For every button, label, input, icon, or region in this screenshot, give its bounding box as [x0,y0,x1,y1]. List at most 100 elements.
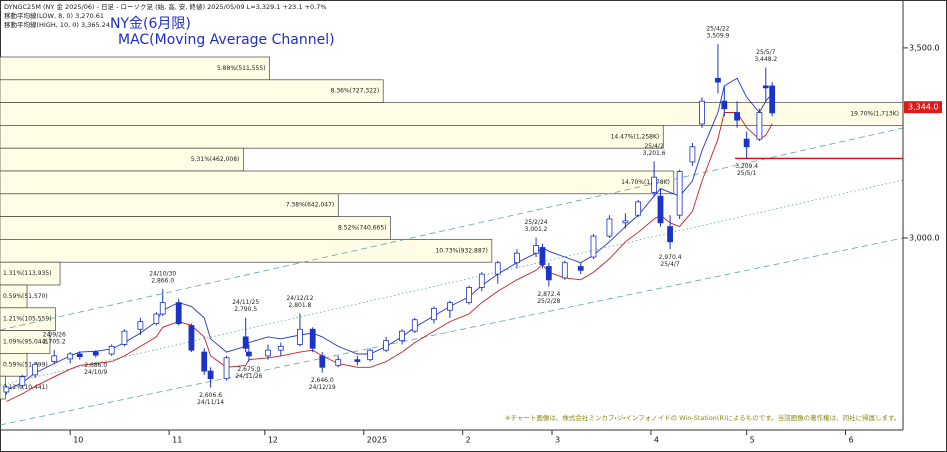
moving-average [6,77,773,391]
candle-body [335,359,342,366]
annotation-value: 3,209.4 [735,163,758,170]
x-tick-label: 2 [466,436,471,445]
x-tick-label: 6 [849,436,854,445]
candle-body [67,353,74,360]
annotation-value: 2,686.0 [84,362,107,369]
plot: 3,500.0 3,000.0 10 11 12 2025 2 3 4 5 6 3,344.0 24/9… [3,26,942,445]
candle-body [606,218,613,237]
annotation-date: 25/4/7 [660,261,679,268]
y-tick-label: 3,000.0 [909,234,940,243]
candle-body [92,351,99,356]
candle-body [651,176,658,193]
annotation-value: 3,001.2 [525,226,548,233]
indicator-low: 移動平均線(LOW, 8, 0) 3,270.61 [4,11,104,20]
x-tick-label: 4 [654,436,659,445]
candle-body [153,313,160,324]
candle-body [447,302,453,311]
candle-body [51,355,58,362]
moving-average [6,112,773,402]
channel [0,127,904,426]
candle-body [277,345,284,351]
annotation-date: 25/2/24 [524,219,547,226]
channel-lower [0,237,904,426]
candle-body [514,252,520,264]
profile-bar [0,102,904,126]
annotation-value: 3,509.9 [706,33,729,40]
candle-body [689,146,696,163]
candle-body [265,349,271,357]
profile-label: 8.52%(740,665) [338,225,387,232]
annotation-date: 25/5/7 [756,49,775,56]
annotation-value: 2,790.5 [234,306,257,313]
annotation-value: 2,675.0 [237,366,260,373]
candle-body [533,245,539,254]
note: ※チャート画像は、株式会社ミンカブ・ジ・インフォノイドの Win-Station… [505,413,900,422]
candle-body [223,357,230,380]
annotation-date: 24/11/14 [197,399,224,406]
candle-body [762,85,769,89]
profile-label: 1.31%(113,935) [3,270,52,277]
profile-label: 19.70%(1,713K) [850,111,899,118]
candle-body [667,226,673,243]
annotation-date: 25/2/28 [537,298,560,305]
x-tick-label: 3 [555,436,560,445]
profile-label: 5.31%(462,008) [191,156,240,163]
profile-label: 0.59%(51,399) [3,361,48,368]
candle-body [297,328,303,345]
candle-body [242,336,249,349]
candle-body [108,345,115,355]
candle-body [32,363,38,376]
candle-body [159,302,166,315]
profile-bar [0,79,384,103]
profile-label: 8.36%(727,322) [331,88,380,95]
annotation-date: 24/10/30 [149,270,176,277]
candle-body [76,353,83,358]
annotation-date: 24/11/25 [232,299,259,306]
candle-body [539,247,546,266]
last-price-label: 3,344.0 [908,103,939,112]
candle-body [734,112,740,121]
profile-bar [0,261,61,286]
indicator-high: 移動平均線(HIGH, 10, 0) 3,365.24 [4,20,110,29]
profile-bar [0,125,664,149]
annotation-date: 25/5/1 [737,170,756,177]
candle-body [699,100,705,125]
candle-body [561,262,568,279]
annotation-date: 24/12/12 [286,295,313,302]
candle-body [137,321,144,330]
annotation-value: 2,866.0 [151,277,174,284]
candle-body [188,325,195,351]
profile-label: 14.70%(1,278K) [621,179,670,186]
candle-body [590,235,597,258]
candle-body [676,171,683,216]
x-tick-label: 12 [268,436,278,445]
volume-profile: 5.88%(511,555) 8.36%(727,322) 19.70%(1,713… [0,56,904,400]
candle-body [309,328,316,349]
profile-bar [0,239,493,263]
candle-body [769,85,776,114]
x-tick-label: 11 [172,436,182,445]
profile-bar [0,216,391,240]
candle-body [622,220,629,224]
annotation-value: 3,201.6 [643,150,666,157]
candle-body [635,201,642,216]
candle-body [367,349,374,361]
profile-label: 1.09%(95,044) [3,339,48,346]
candle-body [466,287,472,304]
channel-upper [0,127,904,331]
x-tick-label: 10 [73,436,83,445]
annotation-value: 2,646.0 [311,377,334,384]
candle-body [756,112,763,140]
candle-body [121,330,128,345]
candle-body [743,138,750,148]
candle-body [245,351,252,357]
candle-body [411,319,418,332]
candle-body [19,376,26,386]
annotation-value: 2,705.2 [43,339,66,346]
annotation-date: 24/11/26 [235,373,262,380]
annotation-value: 3,448.2 [754,56,777,63]
annotation-date: 25/4/2 [644,143,663,150]
profile-label: 14.47%(1,258K) [611,133,660,140]
